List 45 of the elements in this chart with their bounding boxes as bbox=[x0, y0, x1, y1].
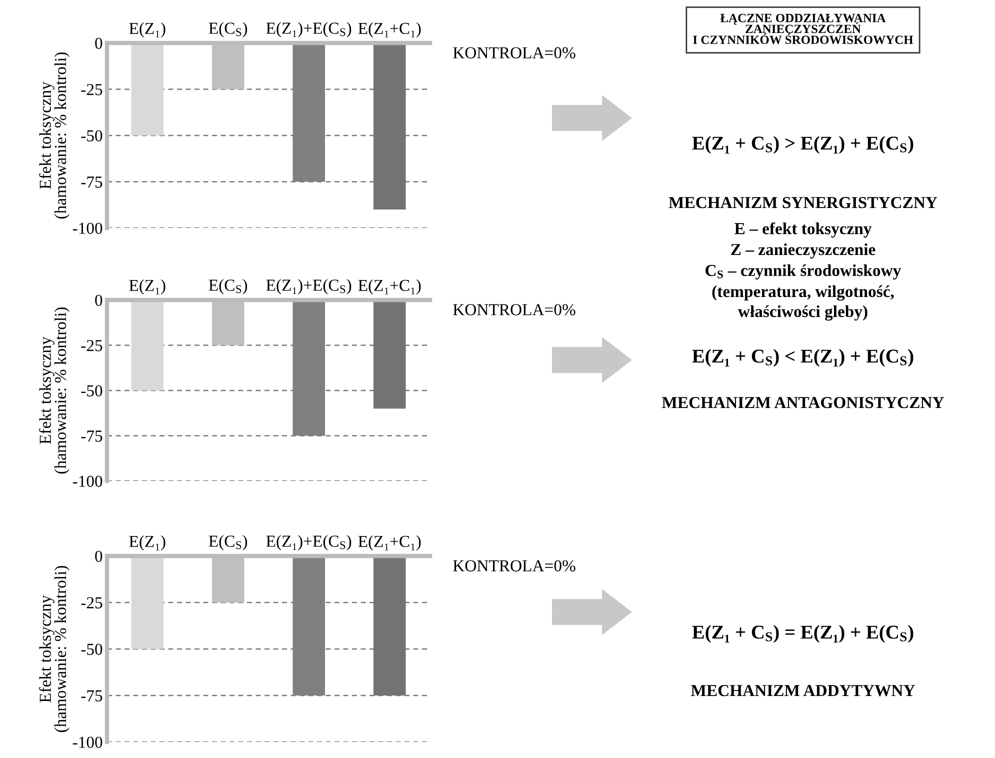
text: E(Z₁ + C$_{S}$) = E(Z₁) + E(C$_{S}$) bbox=[692, 625, 914, 643]
x-tick-label: E(Z₁) bbox=[129, 22, 166, 38]
text: KONTROLA=0% bbox=[453, 560, 576, 572]
text: MECHANIZM ADDYTYWNY bbox=[691, 684, 915, 696]
y-tick-label: -75 bbox=[81, 430, 102, 442]
y-tick-label: -25 bbox=[81, 84, 102, 96]
x-tick-label: E(C$_{S}$) bbox=[208, 279, 248, 294]
text: MECHANIZM SYNERGISTYCZNY bbox=[668, 196, 938, 208]
y-tick-label: -100 bbox=[72, 736, 102, 748]
x-tick-label: E(Z₁) bbox=[129, 279, 166, 294]
text: E – efekt toksyczny bbox=[734, 222, 872, 238]
x-tick-label: E(C$_{S}$) bbox=[208, 535, 248, 550]
text: E(Z₁ + C$_{S}$) < E(Z₁) + E(C$_{S}$) bbox=[692, 349, 914, 367]
x-tick-label: E(Z₁+C₁) bbox=[358, 535, 421, 550]
y-tick-label: -75 bbox=[81, 176, 102, 188]
y-tick-label: 0 bbox=[95, 294, 102, 306]
y-tick-label: -100 bbox=[72, 222, 102, 234]
text: właściwości gleby) bbox=[738, 305, 868, 321]
y-tick-label: -25 bbox=[81, 340, 102, 352]
y-tick-label: -25 bbox=[81, 597, 102, 608]
y-tick-label: -100 bbox=[72, 476, 102, 487]
y-tick-label: 0 bbox=[95, 550, 102, 562]
x-tick-label: E(Z₁)+E(C$_{S}$) bbox=[266, 535, 352, 550]
text: Z – zanieczyszczenie bbox=[731, 243, 876, 259]
text: ŁĄCZNE ODDZIAŁYWANIA ZANIECZYSZCZEŃ I CZYNNIKÓW ŚRODOWISKOWYCH bbox=[693, 14, 914, 44]
x-tick-label: E(Z₁+C₁) bbox=[358, 22, 421, 38]
y-axis-title: Efekt toksyczny (hamowanie: % kontroli) bbox=[39, 566, 70, 732]
text: E(Z₁ + C$_{S}$) > E(Z₁) + E(C$_{S}$) bbox=[692, 136, 914, 154]
x-tick-label: E(Z₁)+E(C$_{S}$) bbox=[266, 22, 352, 38]
text: C$_{S}$ – czynnik środowiskowy bbox=[706, 264, 901, 280]
text: KONTROLA=0% bbox=[453, 304, 576, 316]
x-tick-label: E(Z₁) bbox=[129, 535, 166, 550]
y-tick-label: -75 bbox=[81, 690, 102, 702]
y-tick-label: -50 bbox=[81, 130, 102, 142]
text: MECHANIZM ANTAGONISTYCZNY bbox=[662, 396, 944, 408]
y-tick-label: -50 bbox=[81, 385, 102, 396]
y-axis-title: Efekt toksyczny (hamowanie: % kontroli) bbox=[39, 307, 70, 474]
y-axis-title: Efekt toksyczny (hamowanie: % kontroli) bbox=[39, 52, 70, 219]
x-tick-label: E(Z₁)+E(C$_{S}$) bbox=[266, 279, 352, 294]
y-tick-label: 0 bbox=[95, 38, 102, 49]
y-tick-label: -50 bbox=[81, 644, 102, 655]
text: (temperatura, wilgotność, bbox=[712, 285, 894, 301]
text: KONTROLA=0% bbox=[453, 47, 576, 58]
x-tick-label: E(C$_{S}$) bbox=[208, 22, 248, 38]
x-tick-label: E(Z₁+C₁) bbox=[358, 279, 421, 294]
